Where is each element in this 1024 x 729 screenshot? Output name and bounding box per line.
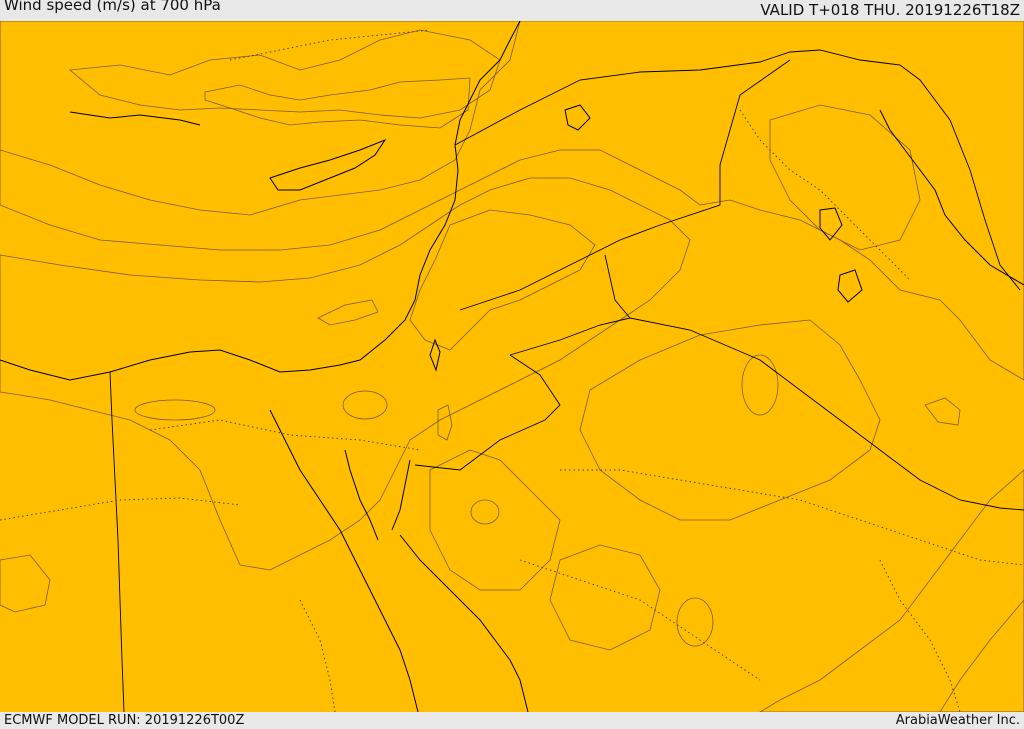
gold-island-1: [342, 390, 388, 420]
map-title: Wind speed (m/s) at 700 hPa: [4, 0, 221, 14]
valid-time: VALID T+018 THU. 20191226T18Z: [760, 1, 1020, 19]
white-patch: [204, 77, 471, 129]
persian-gulf-coast: [879, 109, 1024, 286]
deep-orange-patch-sinai: [437, 404, 453, 441]
red-sea-west-coast: [269, 409, 419, 712]
border-sinai-arabia: [414, 354, 561, 471]
dead-sea: [429, 338, 441, 372]
border-egypt-libya: [109, 371, 125, 712]
gold-band-north: [0, 21, 1024, 381]
gold-band-southeast: [759, 469, 1024, 712]
admin-line-2: [0, 497, 241, 521]
deep-orange-patch-east: [924, 397, 961, 426]
orange-patch-left: [0, 554, 51, 613]
mediterranean-coast: [0, 21, 521, 381]
crete-outline: [69, 111, 201, 126]
gulf-of-aqaba: [391, 459, 411, 531]
orange-band: [0, 177, 691, 571]
deep-orange-core: [409, 209, 596, 351]
wind-speed-map: [0, 21, 1024, 712]
credit-label: ArabiaWeather Inc.: [895, 713, 1020, 728]
footer-bar: ECMWF MODEL RUN: 20191226T00Z ArabiaWeat…: [0, 712, 1024, 729]
admin-line-5: [739, 109, 911, 281]
gold-patch-south: [549, 544, 661, 651]
border-jordan-iraq: [459, 59, 791, 311]
gold-island-5: [134, 399, 216, 421]
gold-island-2: [741, 354, 779, 416]
yellow-patch-east: [769, 104, 921, 251]
admin-line-8: [879, 559, 961, 712]
orange-patch-east: [579, 319, 881, 521]
orange-patch-south: [429, 449, 561, 591]
model-run: ECMWF MODEL RUN: 20191226T00Z: [4, 713, 245, 728]
admin-line-4: [519, 559, 761, 681]
deep-orange-patch-small: [317, 299, 379, 326]
red-sea-east-coast: [399, 534, 529, 712]
lake-tharthar: [819, 207, 843, 241]
header-bar: Wind speed (m/s) at 700 hPa VALID T+018 …: [0, 0, 1024, 21]
cyprus-island: [269, 138, 387, 191]
amber-band: [0, 21, 1024, 712]
border-jordan-saudi: [604, 254, 631, 319]
lake-in-iraq: [837, 269, 863, 303]
yellow-band: [0, 21, 521, 216]
gulf-of-suez: [344, 449, 379, 541]
light-tan-band: [69, 29, 501, 119]
lake-van: [564, 104, 591, 131]
yellow-patch-far-southeast: [939, 599, 1024, 712]
border-syria-iraq: [454, 49, 1021, 291]
gold-island-4: [676, 597, 714, 647]
gold-island-3: [470, 499, 500, 525]
border-saudi-north: [509, 317, 1024, 511]
